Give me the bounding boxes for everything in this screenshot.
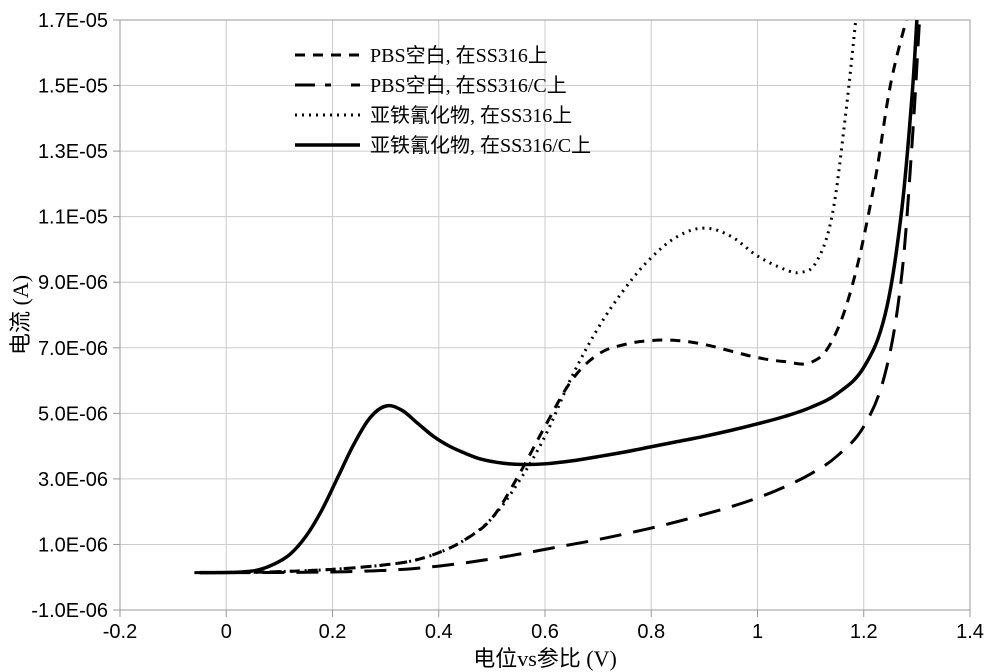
legend-label: PBS空白, 在SS316上 — [370, 44, 548, 67]
svg-text:1.5E-05: 1.5E-05 — [38, 76, 108, 98]
svg-text:-0.2: -0.2 — [103, 621, 137, 643]
svg-text:5.0E-06: 5.0E-06 — [38, 403, 108, 425]
legend-label: 亚铁氰化物, 在SS316/C上 — [370, 134, 591, 157]
svg-text:0.6: 0.6 — [531, 621, 559, 643]
svg-text:9.0E-06: 9.0E-06 — [38, 272, 108, 294]
y-axis-label: 电流 (A) — [8, 275, 33, 355]
svg-text:-1.0E-06: -1.0E-06 — [31, 600, 108, 622]
svg-text:1.4: 1.4 — [956, 621, 984, 643]
legend-label: PBS空白, 在SS316/C上 — [370, 74, 567, 97]
svg-text:0.4: 0.4 — [425, 621, 453, 643]
svg-text:0: 0 — [221, 621, 232, 643]
svg-text:1: 1 — [752, 621, 763, 643]
x-axis-label: 电位vs参比 (V) — [473, 646, 617, 671]
svg-text:1.1E-05: 1.1E-05 — [38, 207, 108, 229]
svg-text:7.0E-06: 7.0E-06 — [38, 338, 108, 360]
svg-text:3.0E-06: 3.0E-06 — [38, 469, 108, 491]
legend-label: 亚铁氰化物, 在SS316上 — [370, 104, 572, 127]
svg-text:1.2: 1.2 — [850, 621, 878, 643]
svg-text:0.8: 0.8 — [637, 621, 665, 643]
svg-text:1.0E-06: 1.0E-06 — [38, 534, 108, 556]
svg-text:1.3E-05: 1.3E-05 — [38, 141, 108, 163]
svg-text:0.2: 0.2 — [319, 621, 347, 643]
svg-text:1.7E-05: 1.7E-05 — [38, 10, 108, 32]
cv-chart: -0.2 0 0.2 0.4 0.6 0.8 1 1.2 1.4 -1.0E-06 1.0E-06 3… — [0, 0, 1000, 672]
